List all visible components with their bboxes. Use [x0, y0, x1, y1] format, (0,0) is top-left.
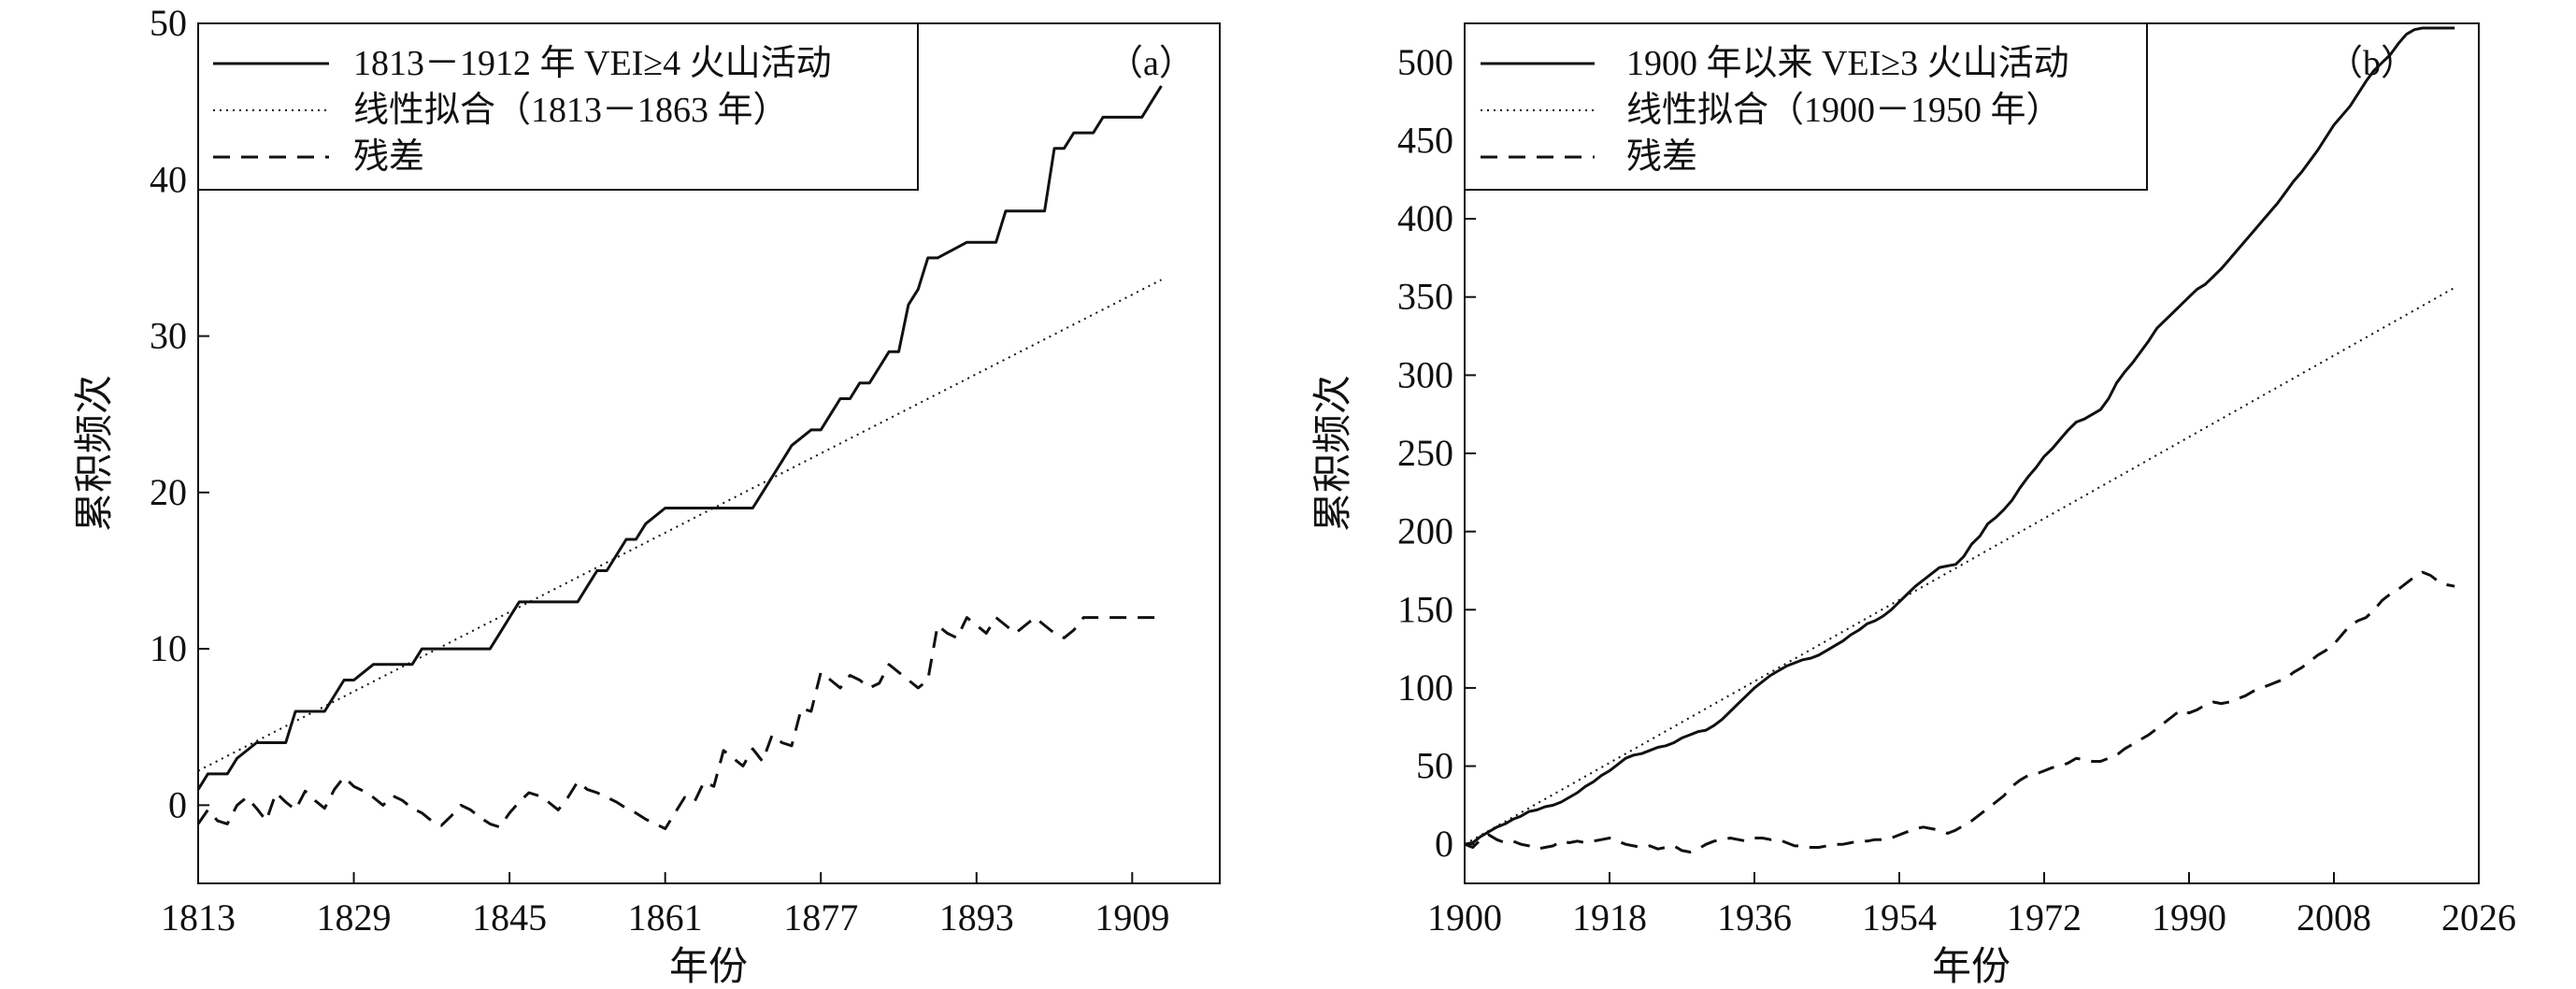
chart-b-legend-label-1: 线性拟合（1900－1950 年） [1626, 91, 2062, 130]
chart-a-plot-area [198, 85, 1163, 830]
chart-b-y-tick-label: 0 [1435, 823, 1453, 865]
chart-a-legend-box [197, 22, 919, 191]
chart-a-x-tick-label: 1893 [939, 896, 1014, 939]
chart-b-y-tick-label: 150 [1397, 588, 1453, 630]
chart-a-y-tick-label: 30 [150, 315, 187, 357]
chart-b-x-tick-label: 1900 [1427, 896, 1502, 939]
chart-b-y-tick-label: 200 [1397, 510, 1453, 552]
chart-a-x-tick-label: 1813 [161, 896, 236, 939]
chart-b-x-tick-label: 1954 [1862, 896, 1937, 939]
chart-b-x-tick-label: 1972 [2007, 896, 2082, 939]
chart-b-legend-label-0: 1900 年以来 VEI≥3 火山活动 [1626, 44, 2069, 83]
chart-a-series-0 [198, 85, 1163, 791]
chart-panel-a: 0 10 20 30 40 50 1813 1829 1845 1861 1877 1893 1909… [74, 2, 1221, 989]
chart-a-y-tick-label: 10 [150, 627, 187, 669]
chart-b-y-tick-label: 100 [1397, 666, 1453, 709]
chart-b-y-tick-label: 500 [1397, 41, 1453, 83]
chart-b-plot-area [1465, 26, 2455, 853]
chart-a-legend-label-0: 1813－1912 年 VEI≥4 火山活动 [353, 44, 832, 83]
chart-a-x-tick-label: 1861 [628, 896, 703, 939]
chart-b-x-tick-label: 1990 [2152, 896, 2226, 939]
chart-a-x-tick-label: 1845 [472, 896, 547, 939]
chart-b-legend: 1900 年以来 VEI≥3 火山活动 线性拟合（1900－1950 年） 残差 [1464, 22, 2148, 191]
chart-a-y-axis-title: 累积频次 [74, 375, 117, 532]
chart-a-legend-label-2: 残差 [353, 137, 424, 177]
chart-b-x-tick-label: 2008 [2297, 896, 2371, 939]
chart-a-y-tick-label: 50 [150, 2, 187, 44]
chart-b-y-tick-label: 300 [1397, 353, 1453, 395]
chart-b-x-axis-title: 年份 [1932, 945, 2011, 989]
chart-b-series-2 [1465, 570, 2455, 853]
chart-b-x-axis: 1900 1918 1936 1954 1972 1990 2008 2026 [1427, 872, 2516, 939]
chart-b-y-tick-label: 450 [1397, 119, 1453, 161]
chart-a-x-tick-label: 1829 [317, 896, 392, 939]
chart-a-x-tick-label: 1909 [1095, 896, 1169, 939]
chart-b-legend-box [1464, 22, 2148, 191]
chart-b-y-axis-title: 累积频次 [1312, 375, 1355, 532]
chart-a-legend: 1813－1912 年 VEI≥4 火山活动 线性拟合（1813－1863 年）… [197, 22, 919, 191]
chart-a-y-tick-label: 40 [150, 158, 187, 200]
chart-b-y-tick-label: 50 [1416, 745, 1453, 787]
chart-a-x-axis: 1813 1829 1845 1861 1877 1893 1909 [161, 872, 1169, 939]
chart-a-y-tick-label: 20 [150, 471, 187, 513]
chart-b-legend-label-2: 残差 [1626, 137, 1697, 177]
chart-a-legend-label-1: 线性拟合（1813－1863 年） [353, 91, 789, 130]
chart-b-series-1 [1465, 286, 2455, 846]
chart-a-y-axis: 0 10 20 30 40 50 [150, 2, 209, 825]
chart-b-y-tick-label: 350 [1397, 276, 1453, 318]
chart-b-series-group [1465, 26, 2455, 853]
chart-b-x-tick-label: 1918 [1572, 896, 1647, 939]
chart-b-y-axis: 0 50 100 150 200 250 300 350 400 450 500 [1397, 41, 1476, 865]
chart-a-x-tick-label: 1877 [783, 896, 858, 939]
chart-b-y-tick-label: 250 [1397, 432, 1453, 474]
chart-a-x-axis-title: 年份 [669, 945, 748, 989]
chart-b-x-tick-label: 1936 [1717, 896, 1792, 939]
chart-a-y-tick-label: 0 [168, 783, 187, 825]
chart-a-series-2 [198, 616, 1162, 830]
chart-b-y-tick-label: 400 [1397, 197, 1453, 239]
chart-b-x-tick-label: 2026 [2441, 896, 2516, 939]
chart-a-series-1 [198, 279, 1162, 772]
chart-b-panel-label: （b） [2327, 44, 2416, 83]
chart-a-panel-label: （a） [1108, 44, 1195, 83]
chart-a-series-group [198, 85, 1163, 830]
chart-b-series-0 [1465, 26, 2455, 846]
